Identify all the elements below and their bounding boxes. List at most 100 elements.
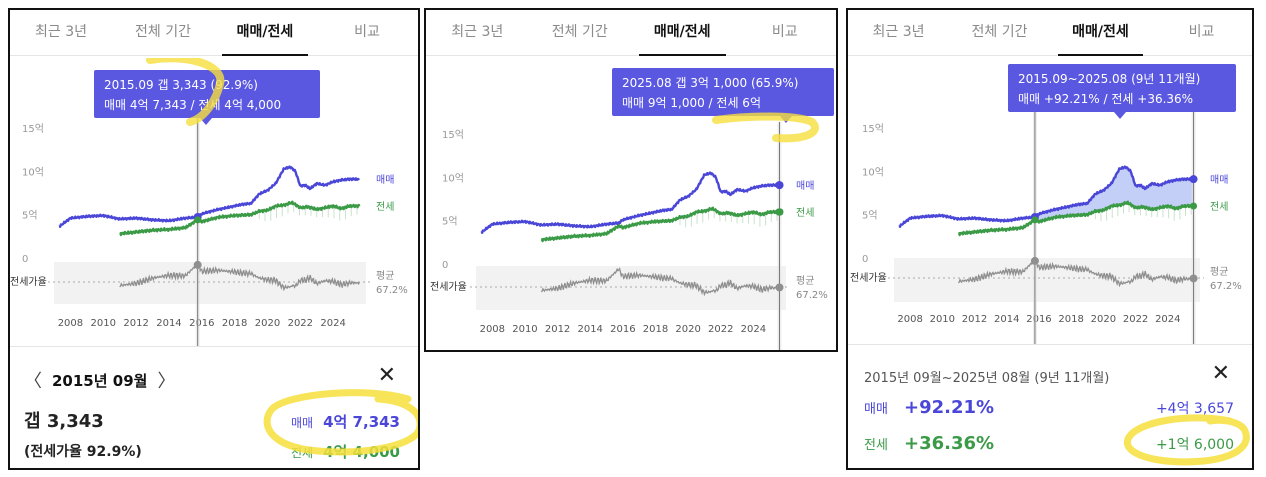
jeonse-change-row: 전세 +36.36% +1억 6,000 — [864, 433, 1234, 454]
jeonse-label: 전세 — [291, 446, 314, 460]
tab-compare[interactable]: 비교 — [354, 24, 380, 40]
x-tick-label: 2020 — [675, 324, 700, 335]
x-tick-label: 2012 — [123, 318, 148, 329]
tooltip-pointer — [1114, 112, 1126, 119]
jeonse-change-pct: +36.36% — [904, 433, 995, 454]
jeonse-ratio-line — [119, 262, 360, 292]
tab-recent-3y[interactable]: 최근 3년 — [35, 24, 87, 40]
x-tick-label: 2018 — [222, 318, 247, 329]
x-tick-label: 2010 — [512, 324, 537, 335]
sale-change-row: 매매 +92.21% +4억 3,657 — [864, 397, 1234, 418]
tab-all-period[interactable]: 전체 기간 — [971, 24, 1028, 40]
tooltip-line-1: 2025.08 갭 3억 1,000 (65.9%) — [622, 76, 798, 90]
gap-area — [1034, 167, 1194, 222]
y-tick-label: 15억 — [442, 129, 464, 141]
x-tick-label: 2016 — [189, 318, 214, 329]
detail-panel: 〈 2015년 09월 〉 ✕ 갭 3,343 (전세가율 92.9%) 매매 … — [10, 346, 418, 468]
tab-compare[interactable]: 비교 — [771, 24, 798, 40]
x-tick-label: 2022 — [708, 324, 733, 335]
jeonse-ratio-line — [957, 258, 1195, 288]
chevron-right-icon[interactable]: 〉 — [157, 371, 176, 392]
x-tick-label: 2012 — [545, 324, 570, 335]
tab-sale-jeonse[interactable]: 매매/전세 — [1050, 10, 1151, 56]
x-tick-label: 2024 — [741, 324, 766, 335]
tooltip-line-2: 매매 +92.21% / 전세 +36.36% — [1018, 92, 1193, 106]
chart-card-range: 최근 3년 전체 기간 매매/전세 비교 15억 10억 5억 0 전세가율 평균 67.2… — [846, 8, 1254, 470]
chevron-left-icon[interactable]: 〈 — [24, 371, 42, 392]
period-tabs: 최근 3년 전체 기간 매매/전세 비교 — [848, 10, 1252, 56]
tooltip-box — [1008, 64, 1236, 112]
x-tick-label: 2014 — [577, 324, 602, 335]
sale-series-line — [898, 165, 1195, 228]
period-tabs: 최근 3년 전체 기간 매매/전세 비교 — [10, 10, 418, 56]
tab-all-period[interactable]: 전체 기간 — [135, 24, 191, 40]
jeonse-legend-label: 전세 — [376, 201, 394, 213]
close-icon[interactable]: ✕ — [377, 363, 396, 388]
y-tick-label: 5억 — [862, 210, 878, 222]
y-tick-label: 0 — [862, 254, 868, 265]
ratio-marker — [1030, 256, 1039, 265]
gap-value: 갭 3,343 — [24, 411, 104, 432]
tooltip-box — [94, 70, 320, 118]
x-tick-label: 2020 — [1091, 314, 1116, 325]
jeonse-legend-label: 전세 — [796, 207, 814, 219]
highlight-mark — [712, 112, 819, 143]
sale-change-pct: +92.21% — [904, 397, 995, 418]
ratio-label: 전세가율 — [430, 281, 467, 293]
close-icon[interactable]: ✕ — [1211, 361, 1230, 386]
sale-series-line — [58, 165, 361, 228]
x-tick-label: 2014 — [156, 318, 181, 329]
sale-price-row: 매매 4억 7,343 — [291, 411, 400, 432]
y-tick-label: 10억 — [442, 172, 464, 184]
x-tick-label: 2010 — [930, 314, 955, 325]
highlight-mark — [146, 58, 225, 126]
jeonse-change-amount: +1억 6,000 — [1155, 437, 1234, 453]
sale-label: 매매 — [864, 402, 888, 417]
x-tick-label: 2008 — [58, 318, 83, 329]
period-tabs: 최근 3년 전체 기간 매매/전세 비교 — [426, 10, 836, 56]
ratio-marker — [775, 283, 784, 292]
x-tick-label: 2014 — [994, 314, 1019, 325]
y-tick-label: 5억 — [442, 216, 458, 228]
x-tick-label: 2010 — [91, 318, 116, 329]
ratio-marker — [1189, 274, 1198, 283]
ratio-label: 전세가율 — [10, 276, 47, 288]
chart-card-latest: 최근 3년 전체 기간 매매/전세 비교 15억 10억 5억 0 전세가율 평균 67.2… — [424, 8, 838, 352]
y-tick-label: 15억 — [22, 123, 44, 135]
jeonse-series-line — [540, 206, 781, 243]
jeonse-series-line — [119, 200, 361, 237]
x-tick-label: 2018 — [643, 324, 668, 335]
x-tick-label: 2022 — [1123, 314, 1148, 325]
sale-change-amount: +4억 3,657 — [1155, 401, 1234, 417]
range-period: 2015년 09월~2025년 08월 (9년 11개월) — [864, 371, 1110, 386]
tab-sale-jeonse[interactable]: 매매/전세 — [214, 10, 316, 56]
jeonse-marker — [775, 208, 783, 216]
jeonse-ratio-line — [540, 267, 781, 297]
jeonse-label: 전세 — [864, 438, 888, 453]
y-tick-label: 5억 — [22, 210, 38, 222]
tab-recent-3y[interactable]: 최근 3년 — [451, 24, 504, 40]
ratio-label: 전세가율 — [850, 272, 887, 284]
x-tick-label: 2016 — [1026, 314, 1051, 325]
x-tick-label: 2012 — [962, 314, 987, 325]
jeonse-price-row: 전세 4억 4,000 — [291, 441, 400, 462]
x-tick-label: 2008 — [480, 324, 505, 335]
tab-all-period[interactable]: 전체 기간 — [551, 24, 608, 40]
x-tick-label: 2018 — [1058, 314, 1083, 325]
tooltip-line-2: 매매 9억 1,000 / 전세 6억 — [622, 96, 761, 110]
jeonse-marker — [194, 216, 202, 224]
y-tick-label: 0 — [442, 260, 448, 271]
ratio-marker — [193, 260, 202, 269]
jeonse-value: 4억 4,000 — [323, 443, 400, 461]
average-label: 평균 — [796, 275, 814, 287]
tab-sale-jeonse[interactable]: 매매/전세 — [631, 10, 734, 56]
tab-compare[interactable]: 비교 — [1188, 24, 1215, 40]
sale-series-line — [480, 171, 781, 234]
x-tick-label: 2008 — [897, 314, 922, 325]
jeonse-ratio-text: (전세가율 92.9%) — [24, 444, 142, 460]
tooltip-line-2: 매매 4억 7,343 / 전세 4억 4,000 — [104, 98, 281, 112]
tab-recent-3y[interactable]: 최근 3년 — [872, 24, 925, 40]
